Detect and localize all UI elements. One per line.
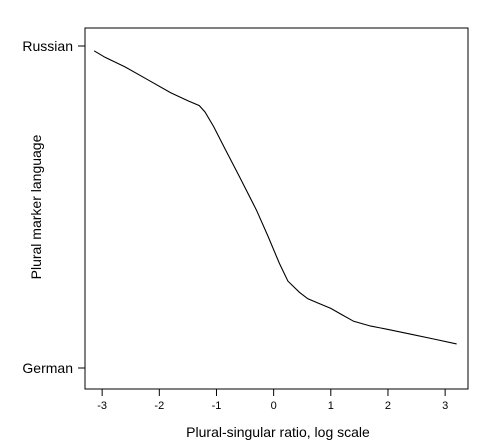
x-tick-label: 1 (328, 400, 334, 412)
plot-frame (84, 27, 469, 390)
x-axis-title: Plural-singular ratio, log scale (186, 424, 370, 440)
series-layer (93, 50, 457, 345)
series-line-0 (93, 50, 457, 345)
x-tick-label: -3 (97, 400, 107, 412)
y-axis: German Russian (22, 38, 85, 376)
x-tick-label: 3 (442, 400, 448, 412)
x-tick-label: -1 (212, 400, 222, 412)
x-tick-label: -2 (154, 400, 164, 412)
x-tick-label: 2 (385, 400, 391, 412)
y-tick-label: German (22, 360, 73, 376)
y-axis-title: Plural marker language (28, 134, 44, 279)
y-tick-label: Russian (22, 38, 73, 54)
x-axis: -3 -2 -1 0 1 2 3 (97, 389, 448, 412)
x-tick-label: 0 (271, 400, 277, 412)
